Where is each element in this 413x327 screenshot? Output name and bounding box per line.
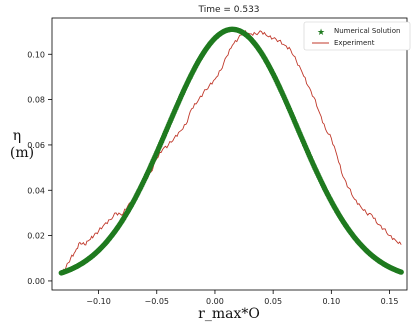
legend: ★ Numerical Solution Experiment xyxy=(303,21,411,51)
x-axis-label: r_max*O xyxy=(198,306,260,322)
y-axis-label-symbol: η xyxy=(13,128,21,144)
y-axis-label-unit: (m) xyxy=(10,145,34,161)
experiment-line xyxy=(60,30,402,275)
x-tick-label: 0.10 xyxy=(322,297,340,306)
x-tick-label: −0.10 xyxy=(86,297,111,306)
y-tick-label: 0.10 xyxy=(27,50,45,59)
legend-label-numerical: Numerical Solution xyxy=(334,27,400,35)
y-tick-label: 0.02 xyxy=(27,232,45,241)
x-tick-label: 0.15 xyxy=(381,297,399,306)
x-tick-label: −0.05 xyxy=(144,297,169,306)
y-tick-label: 0.06 xyxy=(27,141,45,150)
legend-label-experiment: Experiment xyxy=(334,39,375,47)
x-tick-label: 0.00 xyxy=(206,297,224,306)
x-tick-label: 0.05 xyxy=(264,297,282,306)
y-tick-label: 0.00 xyxy=(27,277,45,286)
legend-marker-numerical: ★ xyxy=(317,28,325,38)
numerical-point xyxy=(398,269,404,275)
y-tick-label: 0.04 xyxy=(27,186,45,195)
plot-frame xyxy=(51,17,408,291)
chart-title: Time = 0.533 xyxy=(197,5,259,15)
y-axis: 0.00 0.02 0.04 0.06 0.08 0.10 xyxy=(27,50,52,286)
numerical-solution-series xyxy=(58,26,404,276)
legend-box xyxy=(303,21,411,51)
experiment-series xyxy=(60,30,402,275)
x-axis: −0.10 −0.05 0.00 0.05 0.10 0.15 xyxy=(86,290,398,306)
y-tick-label: 0.08 xyxy=(27,96,45,105)
